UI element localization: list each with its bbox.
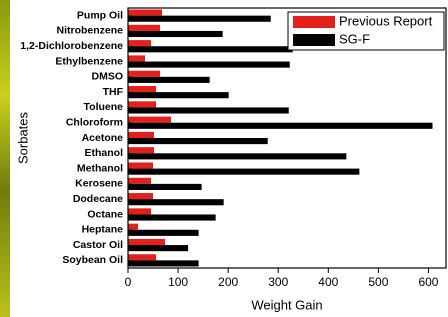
bar	[128, 10, 162, 16]
y-tick-label: 1,2-Dichlorobenzene	[20, 40, 123, 52]
y-tick-label: THF	[103, 86, 124, 98]
legend-swatch	[293, 16, 335, 28]
y-tick-label: Kerosene	[75, 178, 123, 190]
bar	[128, 40, 151, 46]
bar	[128, 71, 160, 77]
bar	[128, 193, 153, 199]
bar	[128, 245, 188, 251]
bar	[128, 31, 223, 37]
x-tick-label: 600	[418, 275, 438, 289]
bar	[128, 147, 154, 153]
legend-label: Previous Report	[339, 13, 433, 28]
bar	[128, 169, 359, 175]
x-axis-title: Weight Gain	[251, 297, 322, 312]
bar	[128, 162, 153, 168]
y-tick-label: Acetone	[82, 132, 124, 144]
bar	[128, 153, 346, 159]
bar	[128, 92, 229, 98]
y-tick-label: Ethanol	[85, 147, 124, 159]
y-tick-label: Dodecane	[73, 193, 123, 205]
bar	[128, 184, 202, 190]
y-tick-label: Ethylbenzene	[55, 55, 123, 67]
x-tick-label: 400	[318, 275, 338, 289]
y-axis-title: Sorbates	[15, 111, 30, 164]
bar	[128, 117, 171, 123]
y-tick-label: Nitrobenzene	[56, 25, 123, 37]
y-tick-label: Castor Oil	[73, 239, 123, 251]
bar	[128, 254, 156, 260]
bar	[128, 224, 138, 230]
bar	[128, 132, 154, 138]
y-tick-label: DMSO	[92, 71, 124, 83]
bar	[128, 239, 165, 245]
bar	[128, 214, 216, 220]
x-tick-label: 200	[218, 275, 238, 289]
y-tick-label: Heptane	[82, 224, 124, 236]
x-tick-label: 0	[125, 275, 132, 289]
y-tick-label: Toluene	[84, 101, 124, 113]
bar	[128, 77, 210, 83]
image-strip	[0, 0, 10, 317]
bar	[128, 260, 199, 266]
y-tick-label: Octane	[87, 208, 123, 220]
bar	[128, 62, 290, 68]
chart: Sorbates Weight Gain Pump Oil Nitrobenzen…	[0, 0, 448, 317]
bar	[128, 138, 268, 144]
legend-swatch	[293, 34, 335, 46]
legend-label: SG-F	[339, 31, 370, 46]
bar	[128, 178, 151, 184]
y-tick-label: Methanol	[77, 162, 123, 174]
bar	[128, 230, 199, 236]
bar	[128, 25, 160, 31]
bar	[128, 55, 145, 61]
y-tick-label: Pump Oil	[77, 9, 123, 21]
bar	[128, 208, 151, 214]
bar	[128, 199, 224, 205]
x-tick-label: 300	[268, 275, 288, 289]
bar	[128, 46, 293, 52]
x-tick-label: 500	[368, 275, 388, 289]
y-tick-label: Soybean Oil	[62, 254, 123, 266]
y-tick-label: Chloroform	[66, 116, 123, 128]
bar	[128, 86, 156, 92]
bar	[128, 101, 156, 107]
bar	[128, 16, 271, 22]
x-tick-label: 100	[168, 275, 188, 289]
bar	[128, 107, 289, 113]
bar	[128, 123, 432, 129]
